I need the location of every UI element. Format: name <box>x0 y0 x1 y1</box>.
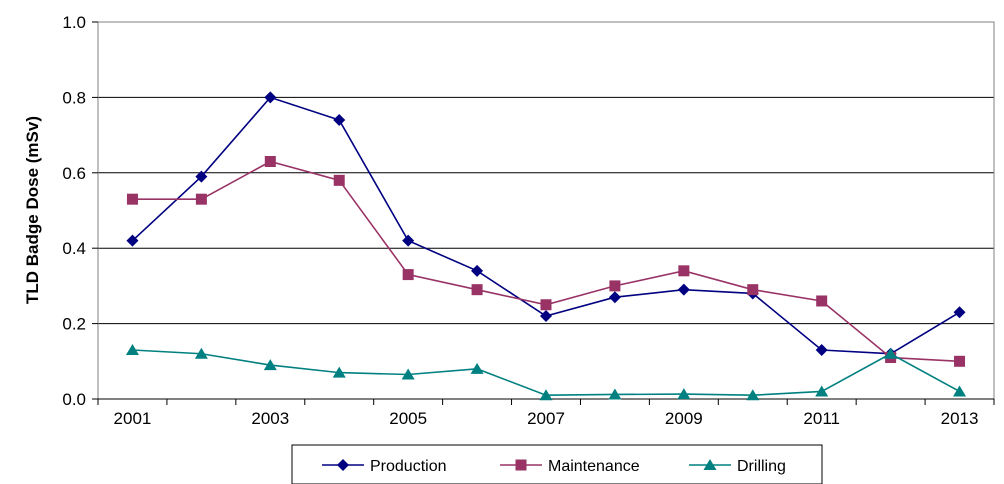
series-maintenance <box>126 155 966 367</box>
legend-label: Production <box>370 458 447 475</box>
data-point <box>539 389 553 401</box>
data-point <box>333 114 346 127</box>
y-tick-label: 0.0 <box>62 390 86 409</box>
data-point <box>401 368 415 380</box>
legend-box <box>291 444 823 484</box>
data-point <box>608 291 621 304</box>
x-axis-ticks: 2001 2003 2005 2007 2009 2011 2013 <box>97 398 995 428</box>
data-point <box>471 284 483 296</box>
legend-item-maintenance: Maintenance <box>500 458 640 475</box>
y-tick-label: 0.2 <box>62 315 86 334</box>
series-line <box>132 160 960 363</box>
x-tick-label: 2001 <box>114 409 152 428</box>
y-tick-label: 1.0 <box>62 13 86 32</box>
data-point <box>608 388 622 400</box>
series-drilling <box>125 343 967 401</box>
data-point <box>195 193 207 205</box>
data-point <box>540 310 552 323</box>
data-point <box>337 459 349 471</box>
data-point <box>515 459 527 471</box>
data-point <box>953 385 967 397</box>
y-axis-label: TLD Badge Dose (mSv) <box>23 116 42 304</box>
series-group <box>125 91 967 401</box>
data-point <box>471 264 484 277</box>
x-tick-label: 2013 <box>941 409 979 428</box>
plot-area-border <box>97 21 995 400</box>
data-point <box>126 193 138 205</box>
x-tick-label: 2011 <box>803 409 840 428</box>
data-point <box>264 91 277 104</box>
x-tick-label: 2007 <box>527 409 565 428</box>
data-point <box>816 295 828 307</box>
data-point <box>677 388 691 400</box>
data-point <box>263 359 277 371</box>
data-point <box>884 347 898 359</box>
data-point <box>402 269 414 281</box>
data-point <box>194 347 208 359</box>
y-tick-label: 0.4 <box>62 239 86 258</box>
data-point <box>677 283 690 296</box>
legend-item-production: Production <box>322 458 447 475</box>
data-point <box>470 362 484 374</box>
data-point <box>815 343 828 356</box>
legend-item-drilling: Drilling <box>689 458 786 475</box>
data-point <box>703 459 717 470</box>
x-tick-label: 2003 <box>251 409 289 428</box>
data-point <box>953 306 966 319</box>
data-point <box>747 284 759 296</box>
data-point <box>264 155 276 167</box>
y-tick-label: 0.8 <box>62 88 86 107</box>
legend: Production Maintenance Drilling <box>291 444 823 484</box>
x-tick-label: 2005 <box>389 409 427 428</box>
data-point <box>609 280 621 292</box>
legend-label: Maintenance <box>548 458 640 475</box>
y-axis-ticks: 0.0 0.2 0.4 0.6 0.8 1.0 <box>62 13 98 409</box>
x-tick-label: 2009 <box>665 409 703 428</box>
data-point <box>402 234 415 247</box>
data-point <box>540 299 552 311</box>
y-tick-label: 0.6 <box>62 164 86 183</box>
data-point <box>125 343 139 355</box>
gridlines <box>98 96 994 325</box>
data-point <box>678 265 690 277</box>
data-point <box>195 170 208 183</box>
data-point <box>746 389 760 401</box>
data-point <box>333 174 345 186</box>
series-production <box>126 91 966 360</box>
data-point <box>332 366 346 378</box>
data-point <box>126 234 139 247</box>
data-point <box>815 385 829 397</box>
data-point <box>954 355 966 367</box>
legend-label: Drilling <box>737 458 786 475</box>
series-line <box>132 349 960 397</box>
